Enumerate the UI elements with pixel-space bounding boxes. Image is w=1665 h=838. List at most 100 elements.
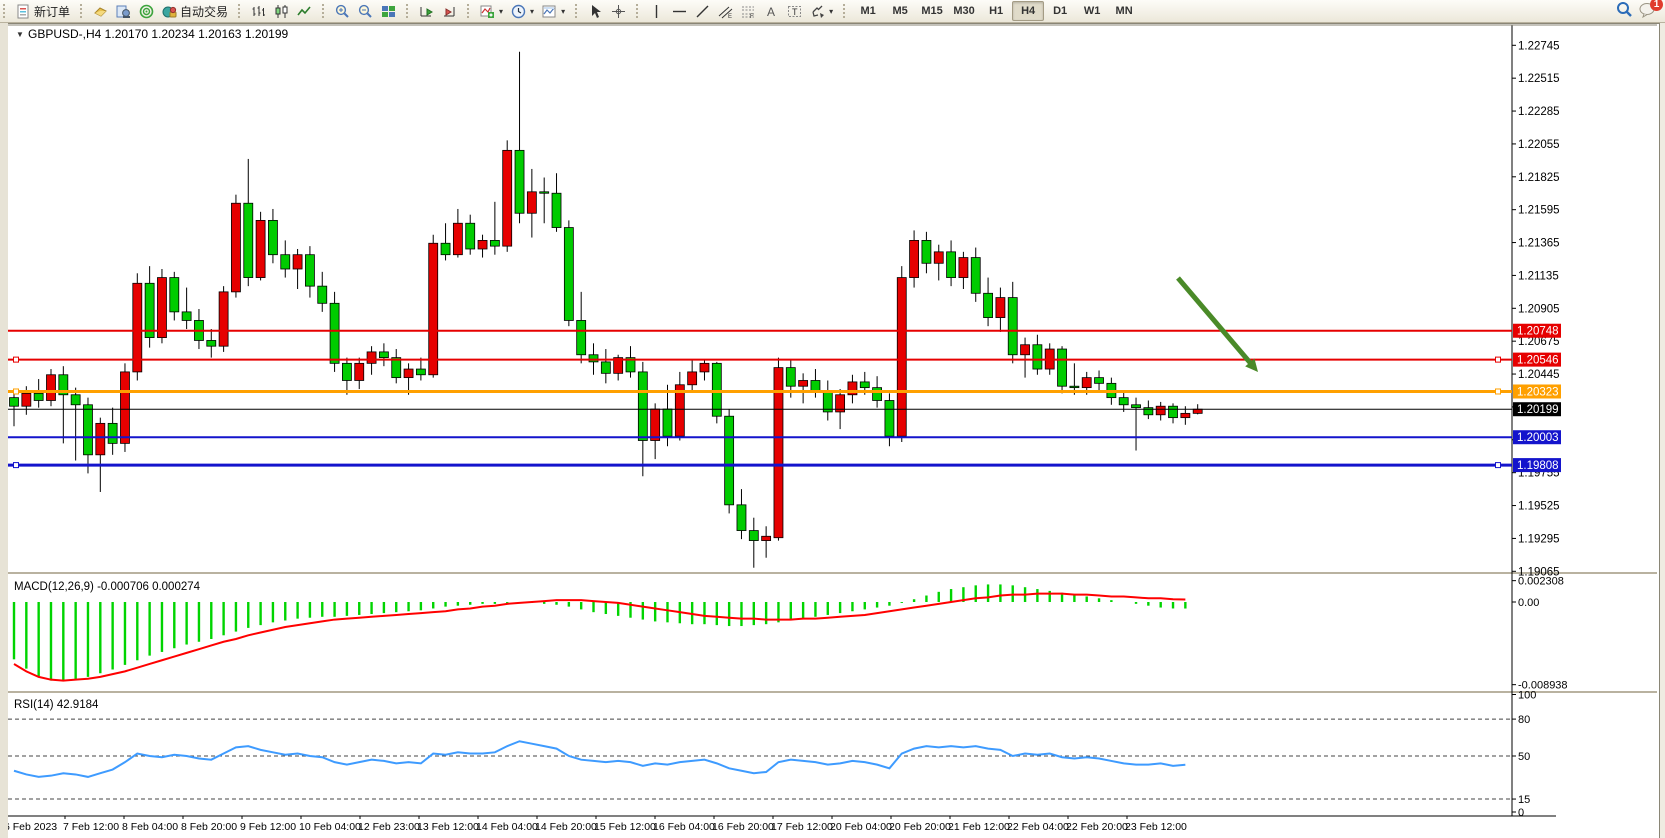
auto-trading-button[interactable]: 自动交易 <box>158 1 232 21</box>
navigator-button[interactable] <box>135 1 158 21</box>
candle-body <box>946 251 956 278</box>
timeframe-w1[interactable]: W1 <box>1083 5 1101 17</box>
zoom-in-button[interactable] <box>331 1 354 21</box>
candle-body <box>674 384 685 437</box>
label-button[interactable]: T <box>783 1 806 21</box>
trendline-icon <box>695 4 710 19</box>
rsi-tick-label: 50 <box>1518 751 1530 763</box>
trendline-button[interactable] <box>691 1 714 21</box>
zoom-out-icon <box>358 4 373 19</box>
horizontal-line-button[interactable] <box>668 1 691 21</box>
price-tick-label: 1.20905 <box>1518 303 1560 315</box>
candle-body <box>342 362 352 381</box>
candles-icon <box>274 4 289 19</box>
chevron-down-icon[interactable]: ▾ <box>499 6 504 16</box>
candle-body <box>835 394 846 413</box>
tiles-icon <box>381 4 396 19</box>
price-tag <box>1513 430 1561 445</box>
timeframe-mn[interactable]: MN <box>1115 5 1133 17</box>
panel-divider[interactable] <box>8 572 1657 574</box>
text-button[interactable]: A <box>760 1 783 21</box>
annotation-arrow[interactable] <box>1176 276 1255 368</box>
chart-canvas[interactable]: 1.22745 1.22515 1.22285 1.22055 1.21825 1.215… <box>8 23 1665 838</box>
time-tick-label: 8 Feb 20:00 <box>181 821 237 833</box>
bars-icon <box>251 4 266 19</box>
chart-title: GBPUSD-,H4 1.20170 1.20234 1.20163 1.201… <box>28 27 289 41</box>
vline-icon <box>649 4 664 19</box>
price-tag-label: 1.20546 <box>1517 355 1559 367</box>
vertical-line-button[interactable] <box>645 1 668 21</box>
channel-button[interactable]: E <box>714 1 737 21</box>
price-tick-label: 1.21135 <box>1518 270 1559 282</box>
chart-shift-button[interactable] <box>438 1 461 21</box>
candle-body <box>452 222 463 256</box>
chevron-down-icon[interactable]: ▾ <box>530 6 535 16</box>
timeframe-d1[interactable]: D1 <box>1053 5 1068 17</box>
candle-body <box>21 392 32 407</box>
periods-button[interactable]: ▾ <box>507 1 538 21</box>
line-anchor[interactable] <box>1495 388 1501 395</box>
price-tick-label: 1.21365 <box>1518 238 1560 250</box>
candle-body <box>736 504 747 531</box>
price-tag-label: 1.20323 <box>1517 386 1559 398</box>
line-anchor[interactable] <box>13 462 19 469</box>
channel-icon: E <box>718 4 733 19</box>
price-tick-label: 1.21825 <box>1518 172 1560 184</box>
candle-body <box>1192 408 1203 414</box>
chevron-down-icon[interactable]: ▾ <box>561 6 566 16</box>
cursor-button[interactable] <box>584 1 607 21</box>
price-panel[interactable] <box>8 25 1512 572</box>
candle-body <box>995 297 1006 318</box>
candle-body <box>366 351 377 364</box>
chart-profile-button[interactable] <box>89 1 112 21</box>
rsi-label: RSI(14) 42.9184 <box>14 699 99 711</box>
timeframe-group: M1 M5 M15 M30 H1 H4 D1 W1 MN <box>840 0 1143 22</box>
shapes-button[interactable]: ▾ <box>806 1 837 21</box>
candle-body <box>588 354 599 363</box>
candle-body <box>600 361 611 374</box>
line-anchor[interactable] <box>1495 356 1501 363</box>
candle-body <box>354 362 365 381</box>
timeframe-m5[interactable]: M5 <box>892 5 908 17</box>
market-watch-button[interactable] <box>112 1 135 21</box>
svg-text:E: E <box>728 14 732 19</box>
timeframe-m15[interactable]: M15 <box>921 5 943 17</box>
line-anchor[interactable] <box>13 356 19 363</box>
line-chart-button[interactable] <box>293 1 316 21</box>
crosshair-button[interactable] <box>607 1 630 21</box>
chart-menu-toggle: ▼ <box>16 30 24 39</box>
zoom-out-button[interactable] <box>354 1 377 21</box>
new-order-button[interactable]: 新订单 <box>12 1 74 21</box>
time-tick-label: 6 Feb 2023 <box>8 821 57 833</box>
chevron-down-icon[interactable]: ▾ <box>829 6 834 16</box>
macd-panel[interactable] <box>8 577 1512 691</box>
line-anchor[interactable] <box>13 388 19 395</box>
timeframe-h4[interactable]: H4 <box>1012 1 1045 21</box>
candle-body <box>58 374 69 396</box>
panel-divider[interactable] <box>8 691 1657 693</box>
indicators-button[interactable]: ▾ <box>476 1 507 21</box>
chat-icon[interactable]: 1 <box>1639 0 1663 21</box>
macd-tick-label: 0.00 <box>1518 597 1539 609</box>
candle-body <box>107 422 118 444</box>
toolbar: 新订单 自动交易 ▾ ▾ ▾ E F A T ▾ M1 M5 M15 M30 H1 H4 D1 W1 MN 1 <box>0 0 1665 23</box>
bar-chart-button[interactable] <box>247 1 270 21</box>
candle-body <box>884 400 895 437</box>
candle-body <box>983 292 993 318</box>
clock-icon <box>511 4 526 19</box>
candle-body <box>1081 377 1092 389</box>
line-anchor[interactable] <box>1495 462 1501 469</box>
fibonacci-button[interactable]: F <box>737 1 760 21</box>
timeframe-m30[interactable]: M30 <box>953 5 975 17</box>
timeframe-h1[interactable]: H1 <box>989 5 1004 17</box>
candlestick-button[interactable] <box>270 1 293 21</box>
labelT-icon: T <box>787 4 802 19</box>
time-tick-label: 22 Feb 04:00 <box>1007 821 1069 833</box>
price-tick-label: 1.22055 <box>1518 139 1560 151</box>
candle-body <box>724 415 735 506</box>
tile-windows-button[interactable] <box>377 1 400 21</box>
templates-button[interactable]: ▾ <box>538 1 569 21</box>
timeframe-m1[interactable]: M1 <box>860 5 876 17</box>
search-icon[interactable] <box>1616 1 1633 21</box>
auto-scroll-button[interactable] <box>415 1 438 21</box>
